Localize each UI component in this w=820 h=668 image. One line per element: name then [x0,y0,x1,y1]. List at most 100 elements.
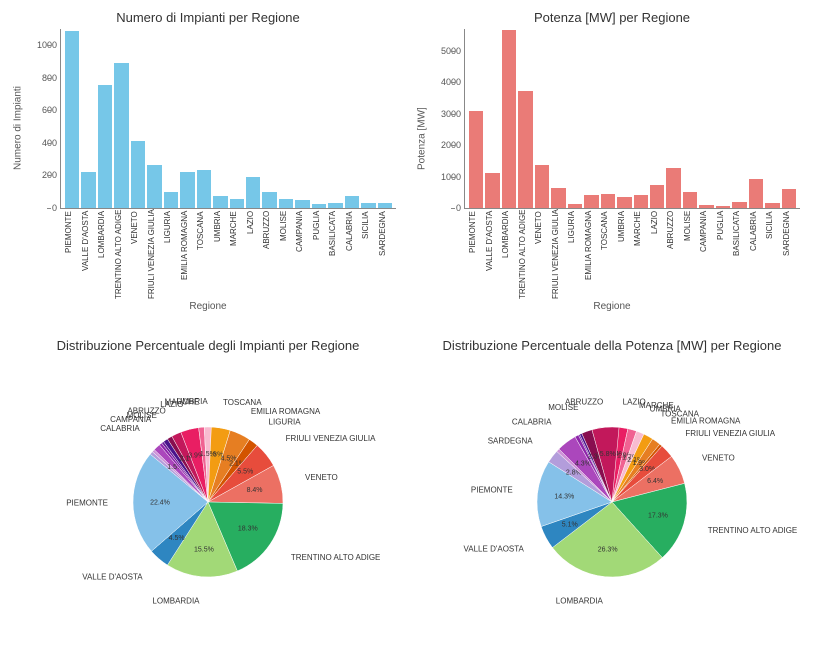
pie-potenza-title: Distribuzione Percentuale della Potenza … [414,338,810,353]
pie-potenza-svg: LAZIO3.4%MARCHE1.9%UMBRIA1.7%TOSCANA2.1%… [422,362,802,632]
xtick: MARCHE [229,209,244,299]
xtick: CALABRIA [749,209,764,299]
bar [213,196,227,208]
xtick: SARDEGNA [378,209,393,299]
bar [485,173,499,208]
bar [114,63,128,208]
bar [345,196,359,208]
bar [617,197,631,208]
potenza-xlabel: Regione [414,301,810,312]
xtick: LOMBARDIA [501,209,516,299]
impianti-bar-panel: Numero di Impianti per Regione Numero di… [10,10,406,330]
xtick: PUGLIA [716,209,731,299]
xtick: FRIULI VENEZIA GIULIA [147,209,162,299]
xtick: LAZIO [246,209,261,299]
xtick: LAZIO [650,209,665,299]
pie-slice-label: TRENTINO ALTO ADIGE [291,553,381,562]
pie-slice-pct: 8.4% [247,487,263,494]
bar [180,172,194,208]
pie-impianti-svg: TOSCANA4.8%EMILIA ROMAGNA4.5%LIGURIA2.1%… [18,362,398,632]
pie-slice-label: PIEMONTE [471,486,513,495]
impianti-yaxis: 02004006008001000 [51,29,61,208]
bar [568,204,582,208]
xtick: PIEMONTE [468,209,483,299]
pie-slice-pct: 6.4% [647,478,663,485]
pie-slice-pct: 14.3% [554,493,574,500]
bar [765,203,779,208]
pie-slice-label: FRIULI VENEZIA GIULIA [286,434,376,443]
pie-slice-pct: 18.3% [238,526,258,533]
pie-slice-label: EMILIA ROMAGNA [671,416,741,425]
bar [98,85,112,208]
pie-slice-label: VENETO [702,453,735,462]
xtick: SICILIA [361,209,376,299]
pie-slice-pct: 5.1% [562,522,578,529]
bar [197,170,211,208]
xtick: MOLISE [683,209,698,299]
pie-slice-pct: 22.4% [150,499,170,506]
xtick: EMILIA ROMAGNA [584,209,599,299]
bar [246,177,260,208]
xtick: TRENTINO ALTO ADIGE [114,209,129,299]
bar [164,192,178,208]
pie-slice-pct: 4.5% [169,535,185,542]
pie-slice-label: LIGURIA [269,418,302,427]
pie-slice-pct: 5.5% [237,469,253,476]
pie-slice-label: VALLE D'AOSTA [82,573,143,582]
bar [518,91,532,208]
xtick: PIEMONTE [64,209,79,299]
bar [584,195,598,208]
potenza-ylabel: Potenza [MW] [417,107,428,170]
xtick: VALLE D'AOSTA [485,209,500,299]
bar [312,204,326,208]
pie-slice-label: TRENTINO ALTO ADIGE [708,526,798,535]
xtick: SARDEGNA [782,209,797,299]
pie-potenza-panel: Distribuzione Percentuale della Potenza … [414,338,810,658]
bar [666,168,680,208]
bar [230,199,244,208]
impianti-chart: 02004006008001000 [60,29,396,209]
pie-potenza-wrap: LAZIO3.4%MARCHE1.9%UMBRIA1.7%TOSCANA2.1%… [414,357,810,637]
impianti-title: Numero di Impianti per Regione [10,10,406,25]
bar [683,192,697,208]
xtick: LOMBARDIA [97,209,112,299]
xtick: LIGURIA [567,209,582,299]
bar [699,205,713,208]
bar [716,206,730,208]
pie-slice-pct: 5.8% [600,451,616,458]
pie-slice-label: EMILIA ROMAGNA [251,407,321,416]
pie-slice-label: LOMBARDIA [152,597,200,606]
xtick: CAMPANIA [699,209,714,299]
impianti-bars [61,29,396,208]
pie-slice-pct: 17.3% [648,513,668,520]
xtick: MARCHE [633,209,648,299]
potenza-bars [465,29,800,208]
bar [295,200,309,208]
bar [782,189,796,208]
xtick: VALLE D'AOSTA [81,209,96,299]
xtick: LIGURIA [163,209,178,299]
xtick: PUGLIA [312,209,327,299]
impianti-ylabel: Numero di Impianti [13,86,24,170]
pie-slice-label: FRIULI VENEZIA GIULIA [685,429,775,438]
bar [469,111,483,208]
xtick: VENETO [534,209,549,299]
xtick: SICILIA [765,209,780,299]
impianti-xaxis: PIEMONTEVALLE D'AOSTALOMBARDIATRENTINO A… [60,209,396,299]
xtick: UMBRIA [617,209,632,299]
pie-slice-label: UMBRIA [177,397,209,406]
impianti-xlabel: Regione [10,301,406,312]
pie-slice-pct: 26.3% [598,547,618,554]
bar [535,165,549,208]
bar [262,192,276,208]
bar [131,141,145,208]
xtick: TOSCANA [196,209,211,299]
xtick: VENETO [130,209,145,299]
ytick: 0 [456,203,461,213]
xtick: BASILICATA [328,209,343,299]
bar [601,194,615,208]
xtick: MOLISE [279,209,294,299]
pie-slice-label: LOMBARDIA [556,597,604,606]
pie-slice-label: CALABRIA [100,424,140,433]
pie-slice-label: VALLE D'AOSTA [464,544,525,553]
